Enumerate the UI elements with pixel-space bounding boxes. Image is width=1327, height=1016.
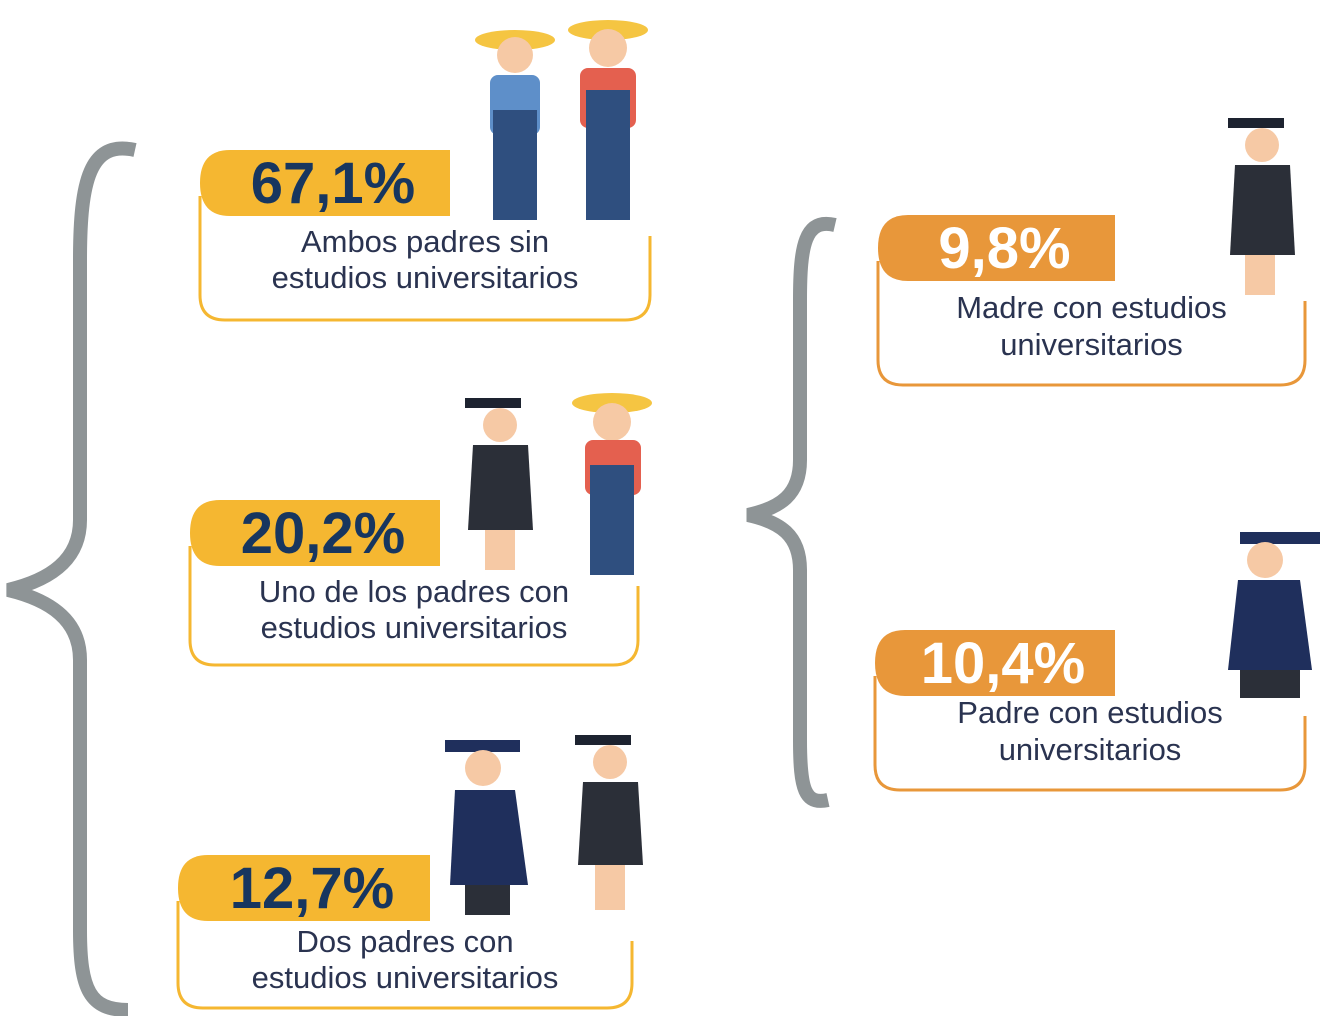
description: universitarios [1000, 327, 1183, 362]
description: Dos padres con [296, 924, 513, 959]
description: Padre con estudios [957, 695, 1222, 730]
description: Madre con estudios [956, 290, 1227, 325]
left-brace [8, 148, 135, 1010]
description: estudios universitarios [261, 610, 568, 645]
description: Ambos padres sin [301, 224, 549, 259]
farmer-woman [475, 30, 555, 220]
percent: 12,7% [230, 856, 394, 921]
description: Uno de los padres con [259, 574, 569, 609]
description: estudios universitarios [272, 260, 579, 295]
percent: 67,1% [251, 151, 415, 216]
illustrations [445, 20, 1320, 915]
graduate-man [1228, 532, 1320, 698]
graduate-woman [1228, 118, 1295, 295]
description: universitarios [999, 732, 1182, 767]
farmer-man [568, 20, 648, 220]
right-brace [748, 224, 835, 801]
graduate-woman-2 [465, 393, 652, 575]
graduate-couple [445, 735, 643, 915]
percent: 20,2% [241, 501, 405, 566]
description: estudios universitarios [252, 960, 559, 995]
percent: 9,8% [938, 216, 1070, 281]
percent: 10,4% [921, 631, 1085, 696]
infographic: 67,1%Ambos padres sinestudios universita… [0, 0, 1327, 1016]
